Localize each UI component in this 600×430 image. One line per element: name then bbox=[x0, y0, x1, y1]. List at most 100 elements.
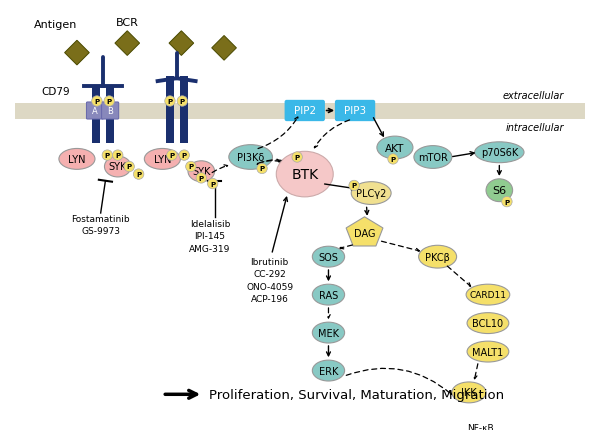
Ellipse shape bbox=[377, 137, 413, 160]
Circle shape bbox=[113, 150, 123, 161]
Circle shape bbox=[208, 179, 218, 189]
Text: intracellular: intracellular bbox=[505, 123, 564, 132]
Ellipse shape bbox=[467, 341, 509, 362]
Circle shape bbox=[388, 154, 398, 165]
Ellipse shape bbox=[414, 146, 452, 169]
FancyBboxPatch shape bbox=[86, 103, 104, 120]
Text: P: P bbox=[167, 99, 173, 105]
Text: P: P bbox=[188, 164, 193, 170]
Text: A: A bbox=[92, 107, 98, 116]
Text: PIP2: PIP2 bbox=[293, 106, 316, 116]
Ellipse shape bbox=[229, 145, 272, 170]
Ellipse shape bbox=[104, 157, 131, 178]
Ellipse shape bbox=[466, 285, 510, 305]
Text: P: P bbox=[180, 99, 185, 105]
Text: MEK: MEK bbox=[318, 328, 339, 338]
Text: P: P bbox=[127, 164, 132, 170]
Bar bbox=[15, 104, 585, 120]
Polygon shape bbox=[65, 41, 89, 66]
Bar bbox=[166, 77, 174, 144]
Text: PIP3: PIP3 bbox=[344, 106, 366, 116]
Ellipse shape bbox=[419, 246, 457, 268]
Circle shape bbox=[124, 162, 134, 172]
Ellipse shape bbox=[59, 149, 95, 170]
Text: BTK: BTK bbox=[291, 168, 319, 181]
Circle shape bbox=[502, 197, 512, 207]
Ellipse shape bbox=[276, 152, 333, 197]
Text: IKK: IKK bbox=[461, 387, 477, 397]
Circle shape bbox=[292, 152, 302, 163]
Circle shape bbox=[196, 173, 206, 184]
Text: P: P bbox=[136, 172, 141, 178]
Text: AKT: AKT bbox=[385, 143, 404, 153]
Circle shape bbox=[104, 97, 115, 107]
Text: Idelalisib
IPI-145
AMG-319: Idelalisib IPI-145 AMG-319 bbox=[189, 219, 230, 253]
Text: P: P bbox=[391, 157, 395, 163]
Polygon shape bbox=[463, 412, 497, 430]
Text: Fostamatinib
GS-9973: Fostamatinib GS-9973 bbox=[71, 215, 130, 236]
Circle shape bbox=[349, 181, 359, 191]
Ellipse shape bbox=[486, 179, 512, 202]
Text: ERK: ERK bbox=[319, 366, 338, 376]
Text: mTOR: mTOR bbox=[418, 153, 448, 163]
Text: SYK: SYK bbox=[192, 167, 211, 177]
Text: P: P bbox=[115, 153, 121, 159]
Text: S6: S6 bbox=[492, 186, 506, 196]
Text: LYN: LYN bbox=[68, 154, 86, 165]
Text: P: P bbox=[295, 155, 300, 161]
Text: PI3Kδ: PI3Kδ bbox=[237, 153, 264, 163]
Ellipse shape bbox=[467, 313, 509, 334]
Text: p70S6K: p70S6K bbox=[481, 148, 518, 158]
Bar bbox=[106, 86, 115, 144]
Text: RAS: RAS bbox=[319, 290, 338, 300]
Text: Antigen: Antigen bbox=[34, 20, 77, 30]
Text: DAG: DAG bbox=[354, 228, 375, 238]
Circle shape bbox=[92, 97, 102, 107]
Text: P: P bbox=[505, 199, 509, 205]
Text: MALT1: MALT1 bbox=[472, 347, 503, 357]
Text: CD79: CD79 bbox=[42, 86, 70, 96]
Ellipse shape bbox=[351, 182, 391, 205]
FancyBboxPatch shape bbox=[101, 103, 119, 120]
Circle shape bbox=[179, 150, 190, 161]
Text: P: P bbox=[94, 99, 100, 105]
Text: BCL10: BCL10 bbox=[472, 318, 503, 329]
Text: P: P bbox=[182, 153, 187, 159]
Text: LYN: LYN bbox=[154, 154, 171, 165]
Bar bbox=[92, 86, 100, 144]
Ellipse shape bbox=[313, 285, 344, 305]
FancyBboxPatch shape bbox=[335, 101, 374, 121]
Text: CARD11: CARD11 bbox=[469, 290, 506, 299]
Ellipse shape bbox=[313, 247, 344, 267]
Text: P: P bbox=[259, 166, 265, 172]
Polygon shape bbox=[169, 32, 194, 56]
Polygon shape bbox=[212, 37, 236, 61]
Text: PKCβ: PKCβ bbox=[425, 252, 450, 262]
Bar bbox=[180, 77, 188, 144]
Circle shape bbox=[185, 162, 196, 172]
Ellipse shape bbox=[452, 382, 486, 403]
Ellipse shape bbox=[145, 149, 181, 170]
Circle shape bbox=[165, 97, 175, 107]
Text: P: P bbox=[210, 181, 215, 187]
Text: SOS: SOS bbox=[319, 252, 338, 262]
Text: P: P bbox=[107, 99, 112, 105]
Circle shape bbox=[177, 97, 188, 107]
Text: P: P bbox=[169, 153, 175, 159]
Circle shape bbox=[102, 150, 113, 161]
Ellipse shape bbox=[475, 142, 524, 163]
Text: Proliferation, Survival, Maturation, Migration: Proliferation, Survival, Maturation, Mig… bbox=[209, 388, 504, 401]
Polygon shape bbox=[115, 32, 140, 56]
Ellipse shape bbox=[313, 322, 344, 343]
Polygon shape bbox=[346, 217, 383, 246]
Text: P: P bbox=[105, 153, 110, 159]
FancyBboxPatch shape bbox=[285, 101, 324, 121]
Circle shape bbox=[133, 169, 144, 180]
Ellipse shape bbox=[188, 161, 215, 182]
Text: P: P bbox=[352, 183, 356, 189]
Circle shape bbox=[257, 164, 267, 174]
Text: PLCγ2: PLCγ2 bbox=[356, 189, 386, 199]
Circle shape bbox=[167, 150, 177, 161]
Text: BCR: BCR bbox=[116, 18, 139, 28]
Text: P: P bbox=[199, 175, 204, 181]
